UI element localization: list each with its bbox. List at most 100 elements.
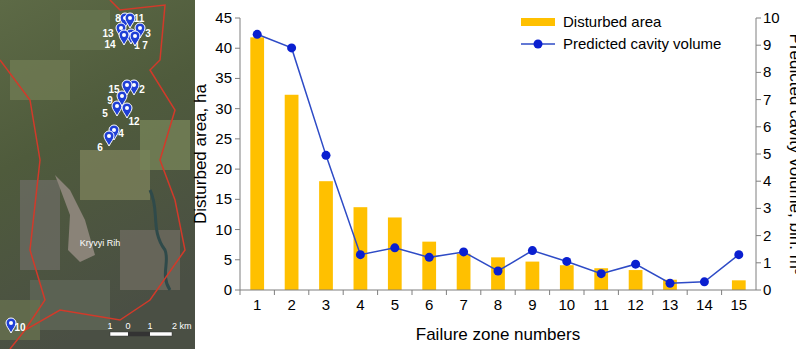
y2-tick (756, 126, 761, 127)
bar (388, 217, 402, 290)
y-tick-label: 30 (215, 100, 232, 117)
map-pin (104, 131, 114, 146)
map-place-label: Kryvyi Rih (80, 238, 121, 248)
y-tick (235, 290, 240, 291)
y-axis-title: Disturbed area, ha (191, 84, 210, 224)
line (257, 34, 739, 283)
x-tick (549, 290, 550, 295)
line-marker (356, 250, 365, 259)
y2-tick (756, 262, 761, 263)
x-tick (584, 290, 585, 295)
map-pin-dot (125, 106, 129, 110)
y-tick (235, 18, 240, 19)
map-marker-label: 5 (102, 108, 108, 119)
x-tick-label: 15 (730, 296, 747, 313)
legend-label: Disturbed area (563, 13, 662, 30)
legend-swatch (521, 18, 555, 26)
map-pin-dot (125, 83, 129, 87)
map-pit (55, 175, 95, 262)
x-tick-label: 1 (253, 296, 261, 313)
x-tick (515, 290, 516, 295)
map-pin (122, 80, 132, 95)
map-field (120, 230, 180, 290)
y2-tick-label: 7 (763, 91, 771, 108)
y2-tick (756, 290, 761, 291)
y-tick (235, 229, 240, 230)
y-tick-label: 15 (215, 190, 232, 207)
bar (319, 181, 333, 290)
map-scale-label: 0 (125, 321, 130, 331)
y-tick-label: 25 (215, 130, 232, 147)
legend-swatch-marker (534, 40, 543, 49)
bar (285, 95, 299, 290)
y2-tick-label: 6 (763, 118, 771, 135)
line-marker (253, 30, 262, 39)
y2-tick-label: 3 (763, 199, 771, 216)
y2-tick-label: 4 (763, 172, 771, 189)
map-scale-label: 1 (107, 321, 112, 331)
map-pin-dot (112, 128, 116, 132)
y2-tick-label: 10 (763, 9, 780, 26)
x-tick-label: 8 (494, 296, 502, 313)
y2-tick-label: 1 (763, 254, 771, 271)
x-tick-label: 7 (459, 296, 467, 313)
x-tick-label: 4 (356, 296, 364, 313)
y-tick (235, 169, 240, 170)
map-pin-dot (107, 134, 111, 138)
bar (526, 262, 540, 290)
map-background (0, 0, 195, 349)
x-tick (274, 290, 275, 295)
line-marker (597, 269, 606, 278)
y2-tick-label: 0 (763, 281, 771, 298)
map-pin-dot (138, 26, 142, 30)
map-pin-dot (9, 321, 13, 325)
map-pin-dot (119, 26, 123, 30)
y-tick-label: 35 (215, 69, 232, 86)
x-tick (377, 290, 378, 295)
line-marker (322, 151, 331, 160)
y-tick-label: 45 (215, 9, 232, 26)
y2-tick (756, 99, 761, 100)
map-marker-label: 4 (118, 128, 124, 139)
map-pin-dot (115, 104, 119, 108)
map-marker-label: 12 (128, 116, 140, 127)
x-tick-label: 6 (425, 296, 433, 313)
y2-tick (756, 208, 761, 209)
map-scale-bar (110, 332, 172, 336)
y2-tick (756, 18, 761, 19)
line-marker (700, 277, 709, 286)
map-marker-label: 7 (142, 40, 148, 51)
y2-tick-label: 2 (763, 227, 771, 244)
y2-tick-label: 5 (763, 145, 771, 162)
y2-tick (756, 181, 761, 182)
map-marker-label: 3 (145, 28, 151, 39)
legend: Disturbed area Predicted cavity volume (521, 13, 721, 52)
map-marker-label: 6 (97, 142, 103, 153)
x-tick (308, 290, 309, 295)
x-tick (343, 290, 344, 295)
y-tick (235, 78, 240, 79)
map-boundary (0, 0, 185, 349)
plot-marks (250, 30, 745, 290)
map-marker-label: 10 (14, 322, 26, 333)
legend-label: Predicted cavity volume (563, 35, 721, 52)
bar (354, 207, 368, 290)
line-marker (734, 250, 743, 259)
y-tick-label: 20 (215, 160, 232, 177)
line-marker (666, 279, 675, 288)
y2-axis-title: Predicted cavity volume, bln. m³ (786, 34, 796, 275)
y2-tick (756, 72, 761, 73)
x-tick (721, 290, 722, 295)
line-marker (631, 260, 640, 269)
map: 123456789101112131415Kryvyi Rih1012 km (0, 0, 195, 349)
bar (491, 257, 505, 290)
line-marker (494, 266, 503, 275)
y-tick (235, 108, 240, 109)
x-tick-label: 3 (322, 296, 330, 313)
y-tick (235, 259, 240, 260)
map-scale-label: 2 km (172, 321, 192, 331)
map-field (80, 150, 150, 200)
bar (560, 265, 574, 290)
y2-tick-label: 8 (763, 63, 771, 80)
y-tick-label: 10 (215, 221, 232, 238)
